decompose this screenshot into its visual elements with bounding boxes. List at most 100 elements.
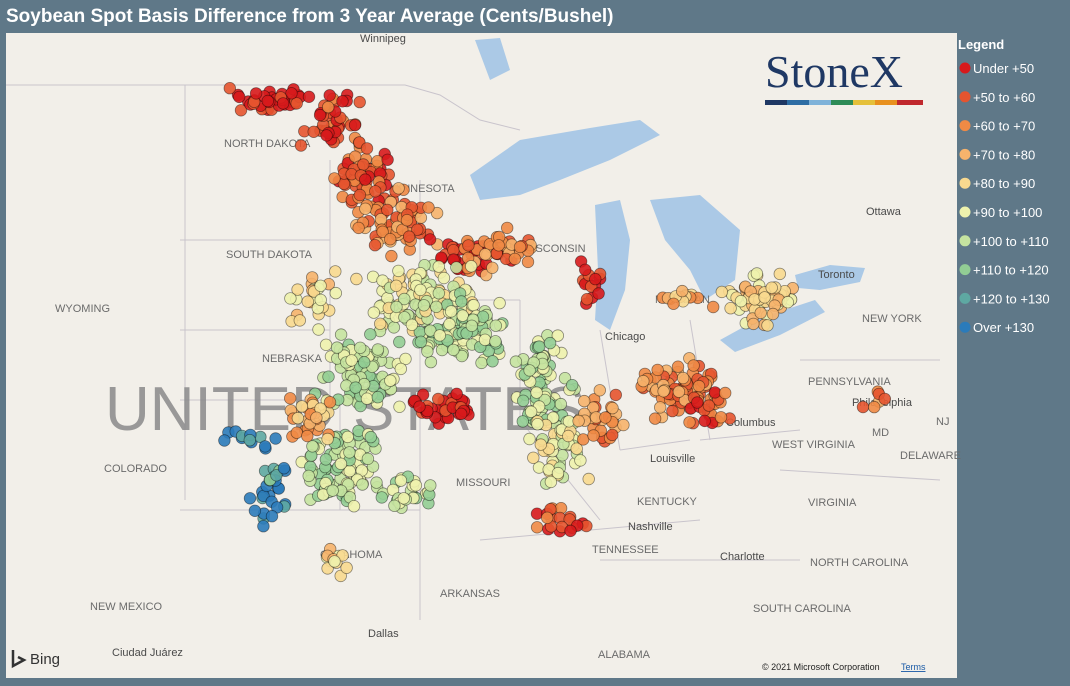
map-label: NEW YORK bbox=[862, 313, 922, 325]
site-dot bbox=[577, 433, 590, 446]
site-dot bbox=[369, 185, 382, 198]
site-dot bbox=[707, 300, 720, 314]
site-dot bbox=[218, 434, 231, 447]
site-dot bbox=[336, 95, 349, 108]
site-dot bbox=[334, 328, 348, 341]
site-dot bbox=[455, 349, 469, 363]
site-dot bbox=[637, 374, 650, 388]
site-dot bbox=[310, 411, 323, 424]
map-label: MISSOURI bbox=[456, 477, 510, 489]
site-dot bbox=[319, 453, 333, 466]
site-dot bbox=[307, 125, 320, 139]
site-dot bbox=[402, 230, 416, 243]
logo-stripe bbox=[897, 100, 923, 105]
site-dot bbox=[533, 340, 546, 353]
site-dot bbox=[489, 335, 502, 348]
site-dot bbox=[492, 239, 505, 252]
site-dot bbox=[546, 411, 560, 424]
site-dot bbox=[371, 343, 385, 356]
site-dot bbox=[328, 172, 341, 185]
map-label: DELAWARE bbox=[900, 450, 961, 462]
site-dot bbox=[524, 405, 538, 419]
site-dot bbox=[345, 354, 358, 367]
site-dot bbox=[450, 387, 463, 401]
terms-link[interactable]: Terms bbox=[901, 662, 926, 672]
map-label: MD bbox=[872, 427, 889, 439]
logo-stripe bbox=[809, 100, 831, 105]
site-dot bbox=[393, 400, 406, 414]
map-label: SOUTH DAKOTA bbox=[226, 249, 313, 261]
legend-title: Legend bbox=[958, 37, 1004, 52]
site-dot bbox=[398, 311, 411, 324]
site-dot bbox=[773, 267, 787, 281]
site-dot bbox=[392, 182, 405, 195]
site-dot bbox=[294, 139, 308, 152]
legend-swatch bbox=[959, 206, 971, 218]
legend-label: +70 to +80 bbox=[973, 147, 1035, 162]
site-dot bbox=[513, 240, 527, 254]
site-dot bbox=[702, 399, 716, 412]
site-dot bbox=[276, 97, 290, 110]
site-dot bbox=[329, 286, 343, 300]
site-dot bbox=[381, 203, 394, 217]
site-dot bbox=[334, 457, 348, 471]
legend-swatch bbox=[959, 91, 971, 103]
map-label: Louisville bbox=[650, 453, 695, 465]
map-label: KENTUCKY bbox=[637, 496, 698, 508]
site-dot bbox=[579, 263, 592, 277]
site-dot bbox=[527, 451, 540, 465]
map-label: COLORADO bbox=[104, 463, 167, 475]
map-label: Ottawa bbox=[866, 206, 902, 218]
legend-label: +120 to +130 bbox=[973, 291, 1050, 306]
site-dot bbox=[475, 356, 488, 370]
map-label: Chicago bbox=[605, 331, 645, 343]
map-label: ALABAMA bbox=[598, 649, 651, 661]
site-dot bbox=[758, 291, 771, 304]
site-dot bbox=[523, 432, 536, 446]
site-dot bbox=[284, 392, 297, 405]
site-dot bbox=[354, 341, 367, 355]
site-dot bbox=[330, 341, 344, 354]
site-dot bbox=[530, 386, 543, 399]
site-dot bbox=[719, 386, 732, 400]
site-dot bbox=[261, 94, 275, 108]
map-label: WYOMING bbox=[55, 303, 110, 315]
site-dot bbox=[570, 442, 583, 455]
legend-label: +80 to +90 bbox=[973, 176, 1035, 191]
site-dot bbox=[400, 213, 414, 227]
site-dot bbox=[411, 223, 424, 236]
site-dot bbox=[360, 142, 374, 155]
site-dot bbox=[489, 319, 503, 332]
site-dot bbox=[666, 404, 679, 418]
site-dot bbox=[687, 359, 700, 372]
site-dot bbox=[348, 118, 362, 132]
site-dot bbox=[359, 173, 372, 186]
site-dot bbox=[409, 479, 423, 492]
site-dot bbox=[306, 271, 319, 284]
site-dot bbox=[592, 287, 605, 300]
site-dot bbox=[450, 261, 463, 274]
site-dot bbox=[416, 388, 430, 401]
site-dot bbox=[654, 401, 667, 414]
site-dot bbox=[374, 317, 387, 331]
site-dot bbox=[314, 293, 327, 307]
site-dot bbox=[352, 221, 365, 235]
site-dot bbox=[698, 414, 711, 428]
map-label: Columbus bbox=[726, 417, 776, 429]
site-dot bbox=[390, 300, 403, 314]
site-dot bbox=[589, 272, 602, 286]
legend: Under +50 +50 to +60 +60 to +70 +70 to +80 +… bbox=[959, 61, 1050, 335]
lake-huron bbox=[650, 195, 740, 300]
site-dot bbox=[606, 428, 619, 442]
site-dot bbox=[479, 248, 492, 261]
site-dot bbox=[486, 261, 499, 275]
site-dot bbox=[455, 295, 468, 308]
map-label: Winnipeg bbox=[360, 33, 406, 45]
logo-stripe bbox=[831, 100, 853, 105]
site-dot bbox=[606, 401, 619, 415]
site-dot bbox=[715, 285, 729, 299]
site-dot bbox=[291, 411, 305, 425]
border bbox=[6, 84, 521, 131]
site-dot bbox=[714, 411, 728, 424]
legend-label: +100 to +110 bbox=[973, 234, 1049, 249]
